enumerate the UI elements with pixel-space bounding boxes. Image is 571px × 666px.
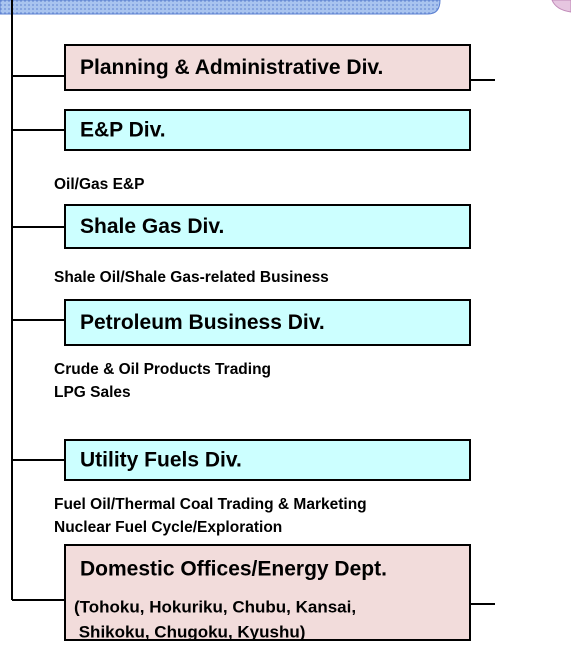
node-label: Planning & Administrative Div. <box>80 56 383 79</box>
node-box <box>64 44 471 91</box>
header-corner <box>551 0 571 13</box>
node-subline: Shikoku, Chugoku, Kyushu) <box>74 622 305 641</box>
node-note: Crude & Oil Products Trading <box>54 361 271 378</box>
node-note: LPG Sales <box>54 384 131 401</box>
node-label: E&P Div. <box>80 119 166 142</box>
node-box <box>64 299 471 346</box>
node-note: Shale Oil/Shale Gas-related Business <box>54 269 329 286</box>
node-box <box>64 204 471 249</box>
header-band <box>0 0 441 15</box>
node-subline: (Tohoku, Hokuriku, Chubu, Kansai, <box>74 597 356 616</box>
node-box <box>64 439 471 481</box>
node-label: Domestic Offices/Energy Dept. <box>80 558 387 581</box>
node-note: Fuel Oil/Thermal Coal Trading & Marketin… <box>54 496 367 513</box>
node-label: Petroleum Business Div. <box>80 311 325 334</box>
node-note: Oil/Gas E&P <box>54 176 144 193</box>
node-note: Nuclear Fuel Cycle/Exploration <box>54 519 282 536</box>
node-box <box>64 544 471 641</box>
node-label: Utility Fuels Div. <box>80 449 242 472</box>
node-box <box>64 109 471 151</box>
node-label: Shale Gas Div. <box>80 215 224 238</box>
